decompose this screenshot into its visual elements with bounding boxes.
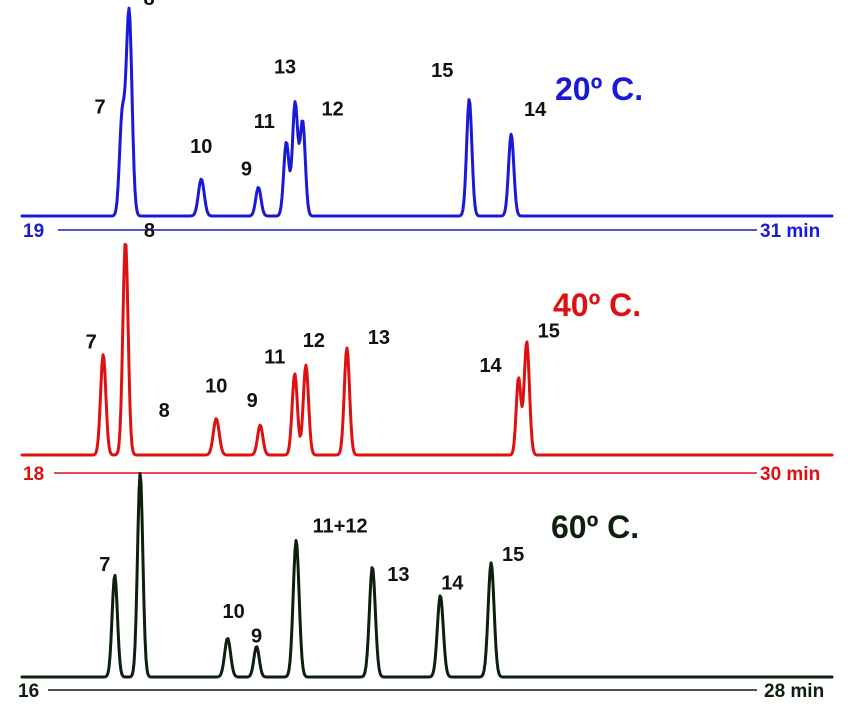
peak-label: 13	[274, 56, 296, 78]
temperature-label: 20º C.	[555, 71, 643, 107]
axis-start-label: 16	[18, 681, 39, 702]
peak-label: 9	[241, 158, 252, 180]
axis-end-label: 30 min	[760, 464, 820, 485]
peak-label: 8	[144, 0, 155, 10]
peak-label: 7	[99, 554, 110, 576]
peak-label: 13	[368, 327, 390, 349]
chromatogram-panel: 18 30 min 40º C. 7 8 10 9 11 12 13 14 15	[20, 220, 834, 485]
axis-start-label: 18	[23, 464, 44, 485]
chromatogram-panel: 19 31 min 20º C. 7 8 10 9 11 13 12 15 14	[20, 0, 834, 242]
trace-line	[20, 471, 834, 679]
peak-label: 15	[431, 60, 453, 82]
peak-label: 15	[502, 544, 524, 566]
peak-label: 13	[387, 564, 409, 586]
peak-label: 14	[441, 572, 464, 594]
peak-label: 9	[251, 625, 262, 647]
peak-label: 10	[205, 376, 227, 398]
peak-label: 10	[222, 601, 244, 623]
axis-end-label: 31 min	[760, 221, 820, 242]
peak-label: 10	[190, 136, 212, 158]
peak-label: 7	[95, 97, 106, 119]
peak-label: 8	[144, 220, 155, 242]
chromatogram-panel: 16 28 min 60º C. 7 8 10 9 11+12 13 14 15	[18, 400, 834, 702]
peak-label: 9	[247, 390, 258, 412]
peak-label: 7	[86, 331, 97, 353]
temperature-label: 40º C.	[553, 287, 641, 323]
peak-label: 14	[524, 99, 547, 121]
peak-label: 12	[303, 330, 325, 352]
trace-line	[20, 6, 834, 218]
peak-label: 11	[254, 111, 275, 133]
trace-line	[20, 242, 834, 457]
peak-label: 14	[479, 355, 502, 377]
temperature-label: 60º C.	[551, 509, 639, 545]
peak-label: 11	[264, 347, 285, 369]
axis-start-label: 19	[23, 221, 44, 242]
peak-label: 12	[322, 99, 344, 121]
peak-label: 15	[538, 321, 560, 343]
axis-end-label: 28 min	[764, 681, 824, 702]
peak-label: 8	[159, 400, 170, 422]
peak-label: 11+12	[313, 515, 368, 537]
